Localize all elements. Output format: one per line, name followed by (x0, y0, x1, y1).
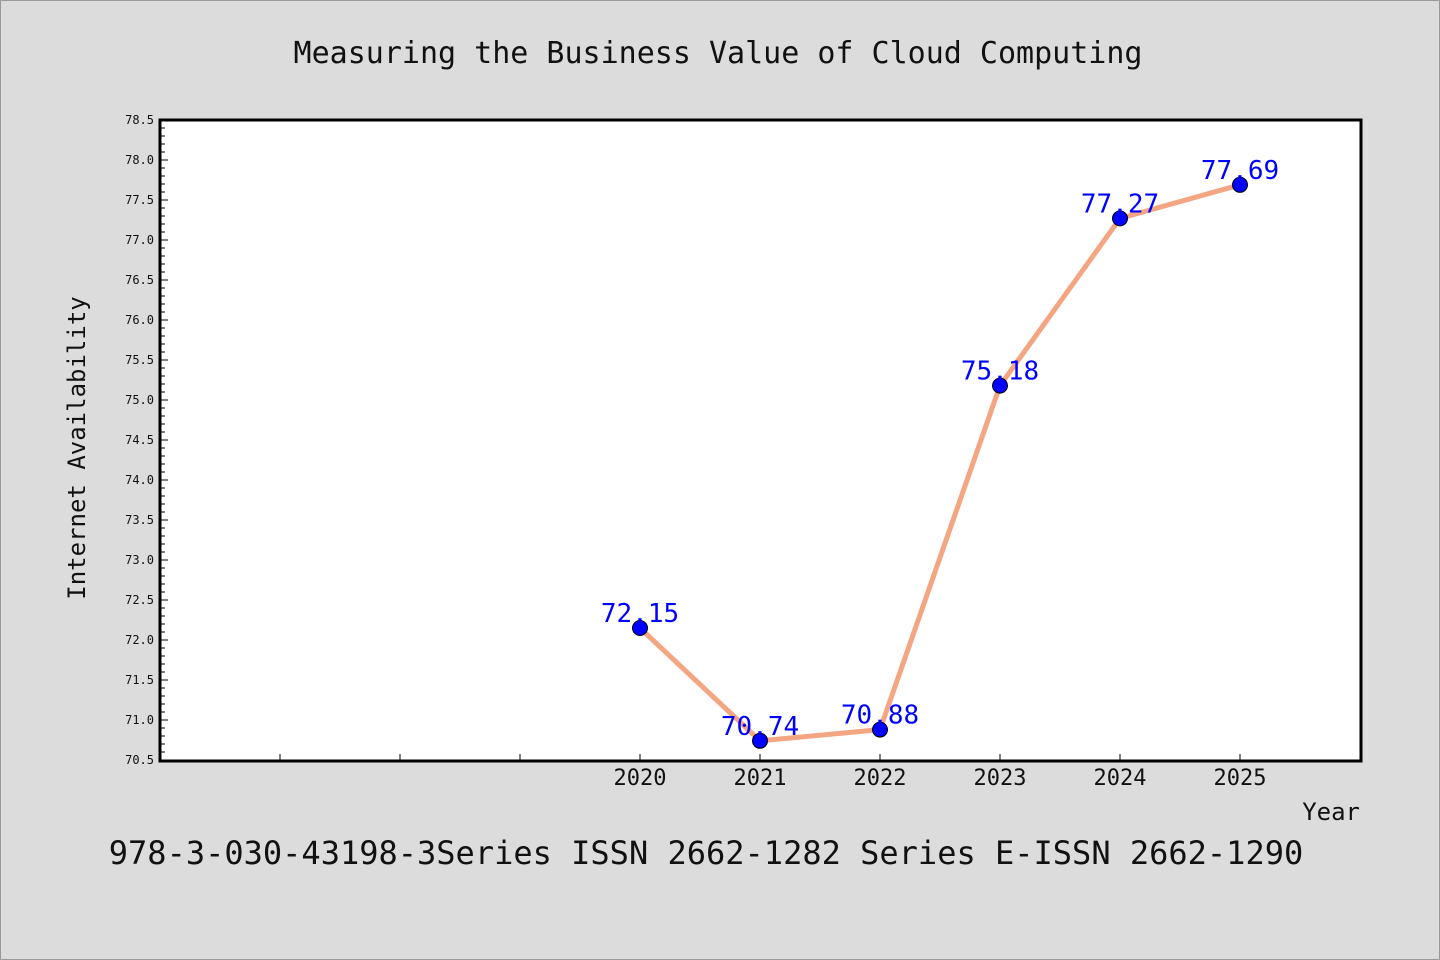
x-tick-label: 2024 (1094, 766, 1147, 791)
data-label: 77.27 (1081, 189, 1159, 219)
data-point (872, 721, 888, 738)
y-tick-label: 74.0 (125, 473, 154, 487)
y-tick-label: 71.0 (125, 713, 154, 727)
y-axis-label: Internet Availability (63, 296, 91, 599)
y-tick-label: 76.5 (125, 273, 154, 287)
y-tick-label: 71.5 (125, 673, 154, 687)
x-tick-label: 2025 (1214, 766, 1267, 791)
data-point (632, 620, 648, 636)
data-label: 70.74 (721, 712, 799, 742)
series-line-group (632, 176, 1248, 749)
chart-title: Measuring the Business Value of Cloud Co… (294, 36, 1143, 71)
y-tick-label: 77.5 (125, 193, 154, 207)
data-label: 75.18 (961, 357, 1039, 387)
y-tick-label: 76.0 (125, 313, 154, 327)
data-point (752, 732, 768, 749)
y-tick-label: 72.0 (125, 633, 154, 647)
y-tick-label: 78.0 (125, 153, 154, 167)
y-tick-label: 78.5 (125, 113, 154, 127)
y-tick-label: 77.0 (125, 233, 154, 247)
x-axis-label: Year (1302, 798, 1360, 826)
x-tick-label: 2022 (854, 766, 907, 791)
y-tick-label: 73.0 (125, 553, 154, 567)
y-tick-label: 73.5 (125, 513, 154, 527)
y-tick-label: 74.5 (125, 433, 154, 447)
y-tick-label: 70.5 (125, 753, 154, 767)
footer-text: 978-3-030-43198-3Series ISSN 2662-1282 S… (109, 834, 1303, 872)
y-tick-label: 72.5 (125, 593, 154, 607)
y-axis: 70.5 71.0 71.5 72.0 72.5 73.0 73.5 74.0 74.5 75.0… (125, 113, 168, 767)
data-label-group: 72.15 70.74 70.88 75.18 77.27 77.69 (601, 156, 1279, 742)
y-tick-label: 75.5 (125, 353, 154, 367)
x-tick-label: 2021 (734, 766, 787, 791)
data-point (992, 377, 1008, 394)
data-point (1112, 210, 1128, 227)
x-tick-label: 2023 (974, 766, 1027, 791)
x-axis: 2020 2021 2022 2023 2024 2025 (279, 754, 1267, 791)
y-tick-label: 75.0 (125, 393, 154, 407)
plot-area (158, 118, 1363, 763)
x-tick-label: 2020 (614, 766, 667, 791)
series-line (637, 182, 1243, 744)
data-label: 72.15 (601, 599, 679, 629)
data-point (1232, 176, 1248, 193)
data-label: 77.69 (1201, 156, 1279, 186)
data-label: 70.88 (841, 701, 919, 731)
